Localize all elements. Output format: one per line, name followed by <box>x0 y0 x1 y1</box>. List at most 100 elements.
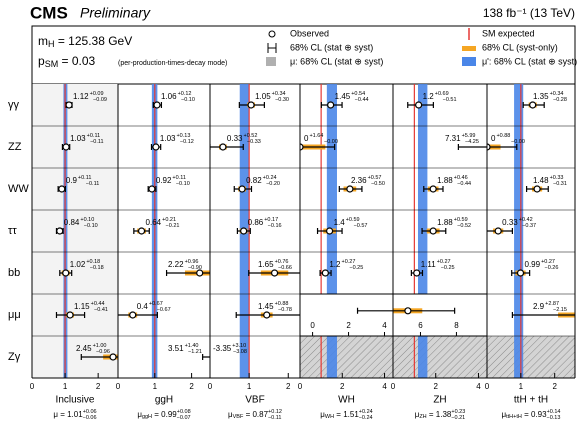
x-tick-label: 0 <box>30 382 35 391</box>
column-name: ZH <box>433 395 446 406</box>
x-tick-label: 1 <box>519 382 524 391</box>
x-tick-label: 2 <box>340 382 345 391</box>
x-tick-label: 0 <box>485 382 490 391</box>
value-label: 1.12+0.09 −0.09 <box>73 91 107 103</box>
legend-label: Observed <box>290 28 329 38</box>
observed-point <box>327 101 335 109</box>
legend-box <box>31 25 576 85</box>
row-label: WW <box>8 183 29 195</box>
mu-label: μZH = 1.38+0.23 −0.21 <box>415 409 466 421</box>
x-tick-label: 1 <box>63 382 68 391</box>
observed-point <box>494 227 502 235</box>
legend-label: SM expected <box>482 28 535 38</box>
column <box>300 84 393 378</box>
observed-point <box>263 311 271 319</box>
observed-point <box>62 269 70 277</box>
x-tick-label: 0 <box>116 382 121 391</box>
value-label: 1.45+0.88 −0.78 <box>258 301 292 313</box>
observed-point <box>109 353 117 361</box>
legend-label: μ: 68% CL (stat ⊕ syst) <box>290 56 383 66</box>
x-tick-label: 2 <box>434 382 439 391</box>
value-label: 3.51+1.40 −1.21 <box>168 343 202 355</box>
psm-note: (per-production-times-decay mode) <box>118 60 227 67</box>
observed-point <box>516 269 525 277</box>
error-bar <box>487 144 518 150</box>
value-label: 1.65+0.76 −0.66 <box>258 259 292 271</box>
observed-point <box>219 143 227 151</box>
x-tick-label: 4 <box>476 382 481 391</box>
value-label: 2.9+2.87 −2.15 <box>533 301 567 313</box>
value-label: 1.03+0.11 −0.11 <box>70 133 104 145</box>
value-label: 0.82+0.24 −0.20 <box>246 175 280 187</box>
observed-point <box>66 311 74 319</box>
value-label: 0.84+0.10 −0.10 <box>64 217 98 229</box>
mu-label: μ = 1.01+0.06 −0.06 <box>53 409 96 421</box>
syst-bar <box>517 145 580 150</box>
value-label: 7.31+5.99 −4.25 <box>445 133 479 145</box>
error-bar <box>511 312 575 318</box>
legend-total-icon <box>267 43 277 53</box>
legend-observed-icon <box>268 30 276 38</box>
observed-point <box>247 101 255 109</box>
mu-label: μWH = 1.51+0.24 −0.24 <box>320 409 372 421</box>
value-label: 0+1.64−0.00 <box>304 133 338 145</box>
row-label: ττ <box>8 225 17 237</box>
observed-point <box>62 143 70 151</box>
observed-point <box>533 185 541 193</box>
column-name: ggH <box>155 395 173 406</box>
value-label: 1.2+0.27 −0.25 <box>329 259 363 271</box>
observed-point <box>240 227 248 235</box>
error-bar <box>202 354 210 360</box>
value-label: 1.4+0.59 −0.57 <box>334 217 368 229</box>
x-tick-label: 0 <box>208 382 213 391</box>
observed-point <box>238 185 246 193</box>
observed-point <box>404 307 412 315</box>
observed-point <box>325 227 334 235</box>
observed-point <box>300 143 304 151</box>
value-label: 2.36+0.57 −0.50 <box>351 175 385 187</box>
column-name: VBF <box>245 395 264 406</box>
observed-point <box>196 269 204 277</box>
value-label: -3.35+3.10 −3.08 <box>213 343 247 355</box>
observed-point <box>153 101 161 109</box>
value-label: 2.45+1.00 −0.96 <box>76 343 110 355</box>
observed-point <box>58 185 66 193</box>
mu-label: μVBF = 0.87+0.12 −0.11 <box>228 409 282 421</box>
observed-point <box>56 227 64 235</box>
error-bar <box>210 144 244 150</box>
value-label: 1.48+0.33 −0.31 <box>533 175 567 187</box>
column <box>210 84 300 378</box>
x-tick-label: 0 <box>391 382 396 391</box>
observed-point <box>152 143 160 151</box>
observed-point <box>270 269 279 277</box>
x-tick-label: 8 <box>454 321 459 330</box>
mu-band <box>514 84 524 378</box>
observed-point <box>129 311 137 319</box>
column-name: WH <box>338 395 355 406</box>
x-tick-label: 2 <box>286 382 291 391</box>
legend-mu-icon <box>462 57 476 66</box>
hatched-cell <box>487 336 575 378</box>
column-name: ttH + tH <box>514 395 548 406</box>
value-label: 0.99+0.27 −0.26 <box>525 259 559 271</box>
error-bar <box>457 144 487 150</box>
x-tick-label: 4 <box>382 382 387 391</box>
observed-point <box>429 185 437 193</box>
observed-point <box>65 101 73 109</box>
value-label: 0.4+0.67 −0.67 <box>137 301 171 313</box>
error-bar <box>300 144 336 150</box>
x-tick-label: 0 <box>310 321 315 330</box>
observed-point <box>415 101 423 109</box>
column-name: Inclusive <box>56 395 95 406</box>
column-shade <box>32 84 118 378</box>
observed-point <box>321 269 329 277</box>
observed-point <box>413 269 421 277</box>
status: Preliminary <box>80 5 151 21</box>
legend-param: pSM = 0.03 <box>38 54 96 69</box>
value-label: 0.86+0.17 −0.16 <box>248 217 282 229</box>
value-label: 0.64+0.21 −0.21 <box>146 217 180 229</box>
x-tick-label: 4 <box>382 321 387 330</box>
value-label: 1.02+0.18 −0.18 <box>70 259 104 271</box>
value-label: 1.15+0.44 −0.41 <box>74 301 108 313</box>
column <box>487 84 575 378</box>
